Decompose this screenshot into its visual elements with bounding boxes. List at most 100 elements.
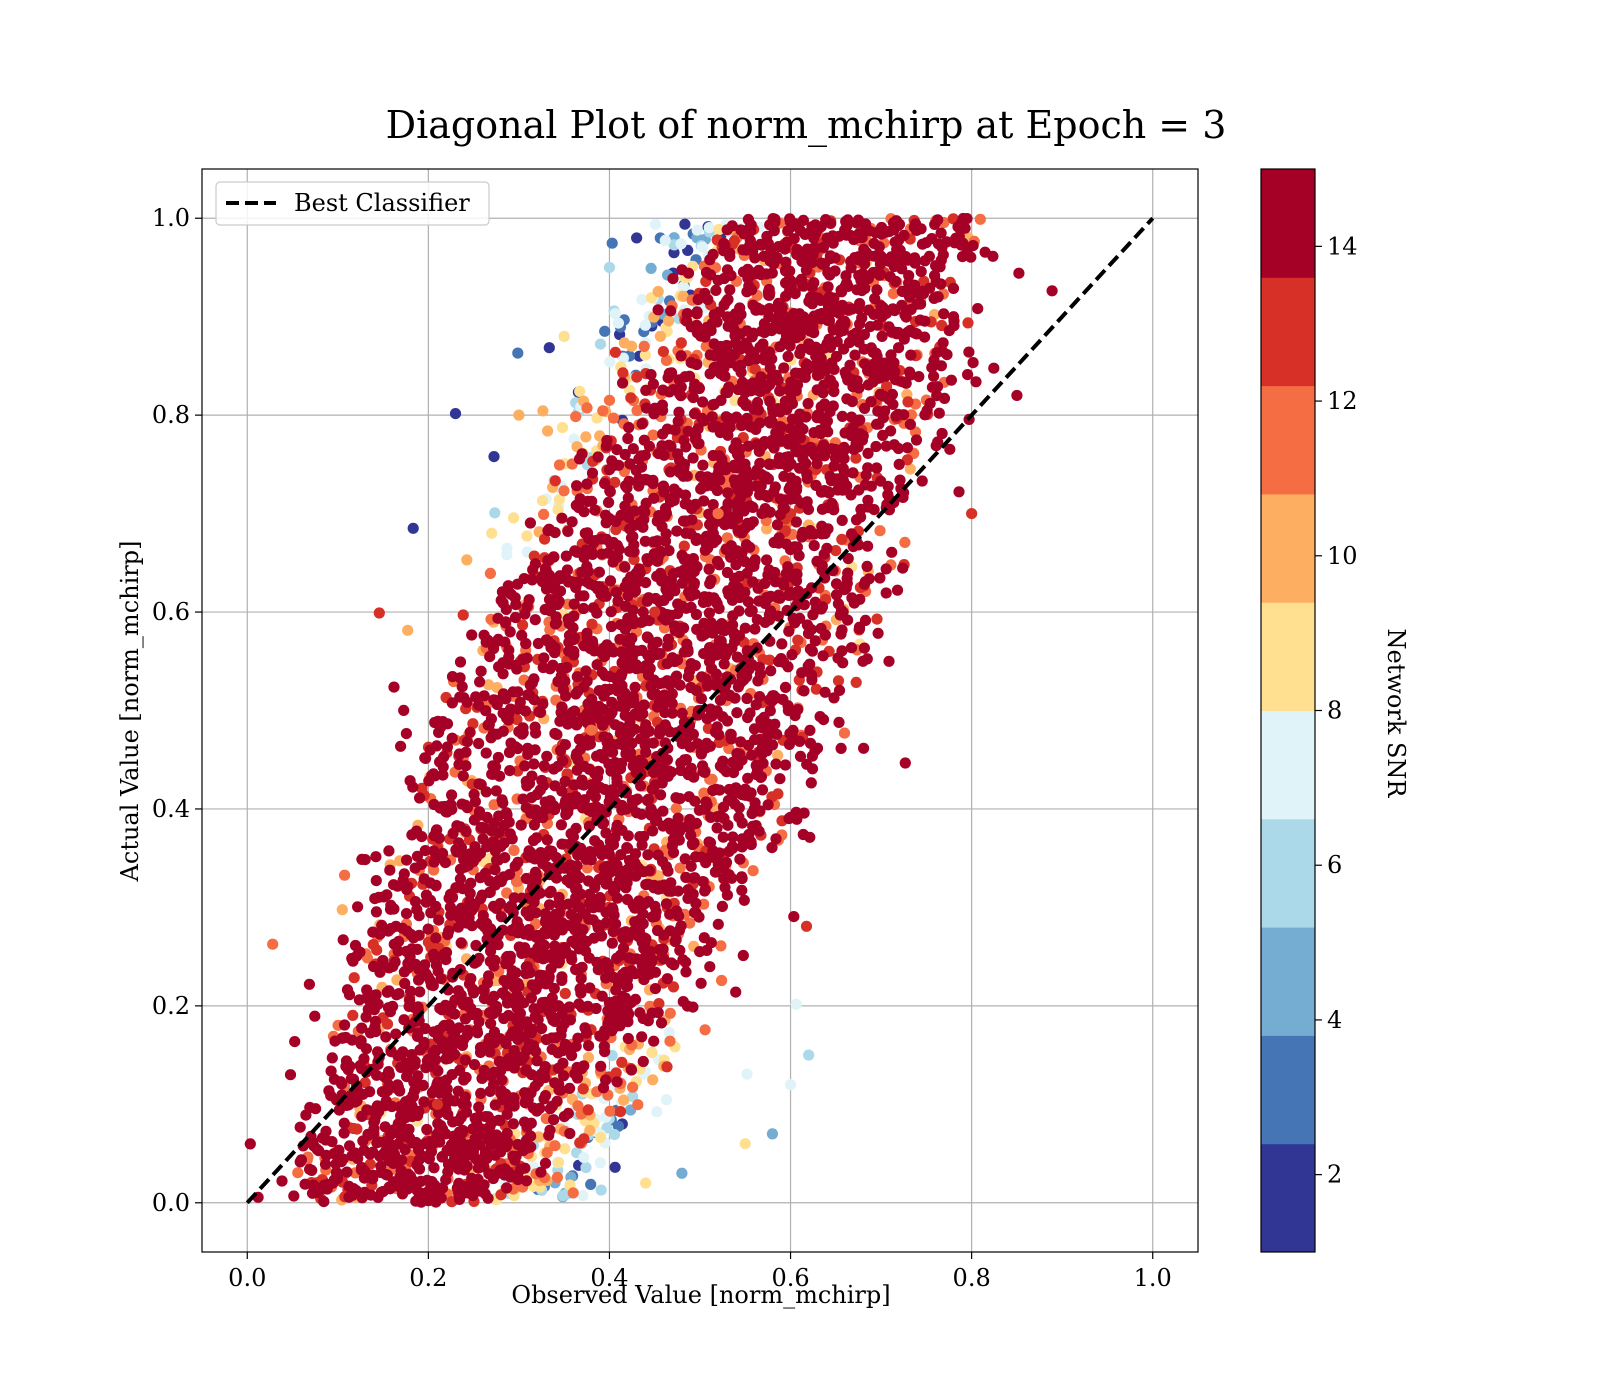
scatter-point-2861: [473, 778, 485, 790]
scatter-point-1924: [536, 1022, 548, 1035]
scatter-point-4757: [668, 494, 680, 506]
scatter-point-2591: [369, 893, 381, 905]
scatter-point-4815: [773, 458, 785, 470]
scatter-point-3165: [714, 694, 727, 706]
scatter-point-1855: [409, 862, 421, 874]
scatter-point-307: [618, 1094, 630, 1106]
scatter-point-2622: [943, 325, 955, 337]
scatter-point-3918: [507, 1118, 519, 1130]
scatter-point-4867: [643, 865, 655, 877]
scatter-point-3554: [356, 1022, 368, 1034]
scatter-point-3349: [763, 303, 776, 315]
scatter-point-3119: [303, 978, 315, 990]
scatter-point-4137: [436, 1151, 448, 1163]
scatter-point-4901: [443, 892, 455, 904]
scatter-point-3960: [841, 393, 853, 405]
scatter-point-396: [482, 679, 495, 691]
scatter-point-4201: [454, 873, 466, 885]
scatter-point-3089: [457, 770, 469, 782]
scatter-point-4955: [359, 854, 371, 866]
scatter-point-3445: [637, 1012, 649, 1025]
scatter-point-2480: [731, 707, 743, 719]
scatter-point-1914: [319, 1158, 332, 1170]
scatter-point-4318: [309, 1010, 321, 1022]
scatter-point-318: [677, 290, 689, 302]
scatter-point-3016: [637, 1055, 649, 1068]
scatter-point-4005: [619, 709, 631, 722]
scatter-point-2349: [528, 758, 540, 770]
scatter-point-4699: [1013, 267, 1025, 279]
scatter-point-4973: [909, 257, 921, 269]
scatter-point-2202: [421, 1123, 433, 1136]
scatter-point-4028: [356, 1110, 368, 1122]
scatter-point-3228: [581, 478, 593, 490]
scatter-point-3114: [544, 663, 556, 675]
scatter-point-14: [449, 408, 462, 420]
scatter-point-3513: [413, 1163, 426, 1175]
scatter-point-4513: [744, 234, 756, 247]
scatter-point-4977: [598, 590, 610, 602]
scatter-point-4655: [580, 853, 592, 865]
scatter-point-1101: [457, 609, 469, 621]
scatter-point-4295: [439, 857, 451, 869]
scatter-point-4440: [871, 462, 883, 474]
scatter-point-3042: [704, 518, 716, 531]
scatter-point-4215: [387, 1000, 399, 1013]
scatter-point-3931: [501, 1182, 513, 1194]
scatter-point-4532: [844, 359, 856, 371]
scatter-point-948: [607, 412, 620, 424]
scatter-point-1303: [347, 1009, 359, 1022]
scatter-point-3932: [691, 308, 703, 320]
scatter-point-3340: [501, 950, 514, 963]
scatter-point-4167: [371, 1100, 383, 1112]
scatter-point-4652: [406, 1049, 418, 1061]
scatter-point-3059: [662, 590, 674, 602]
scatter-point-578: [887, 288, 900, 300]
scatter-point-64: [580, 1161, 592, 1174]
scatter-point-4331: [840, 270, 852, 282]
scatter-point-1100: [609, 346, 622, 358]
scatter-point-772: [267, 938, 279, 950]
scatter-point-1358: [830, 545, 842, 557]
scatter-point-3033: [604, 575, 617, 587]
scatter-point-4860: [880, 440, 892, 452]
scatter-point-135: [659, 234, 671, 246]
scatter-point-1164: [577, 1083, 589, 1095]
scatter-point-66: [595, 1184, 607, 1196]
scatter-point-1344: [348, 972, 360, 984]
scatter-point-4346: [686, 514, 698, 526]
scatter-point-820: [647, 429, 659, 441]
scatter-point-4274: [447, 1033, 459, 1045]
scatter-point-4953: [838, 315, 851, 327]
scatter-point-2341: [734, 853, 746, 865]
scatter-point-4718: [638, 513, 650, 526]
scatter-point-4524: [493, 810, 505, 822]
scatter-point-4449: [670, 933, 682, 945]
scatter-point-3724: [419, 959, 431, 971]
scatter-point-3271: [877, 429, 889, 441]
scatter-point-605: [538, 508, 550, 520]
scatter-point-4051: [793, 308, 806, 320]
scatter-point-4841: [546, 992, 558, 1004]
scatter-point-4832: [460, 917, 473, 929]
scatter-point-155: [677, 281, 690, 293]
scatter-point-3244: [456, 681, 468, 693]
scatter-point-3772: [903, 270, 915, 282]
scatter-point-4634: [732, 484, 745, 496]
scatter-point-4160: [659, 707, 671, 719]
scatter-point-3129: [511, 663, 523, 675]
scatter-point-4838: [765, 324, 777, 336]
scatter-point-3644: [932, 214, 944, 226]
scatter-point-4456: [790, 493, 802, 505]
scatter-point-3514: [601, 434, 613, 447]
scatter-point-1046: [631, 371, 643, 383]
scatter-point-3631: [544, 887, 556, 899]
scatter-point-4786: [584, 897, 596, 909]
scatter-point-4697: [759, 489, 772, 502]
scatter-point-4929: [476, 889, 488, 901]
scatter-point-1556: [541, 750, 553, 762]
scatter-point-4341: [642, 793, 655, 805]
scatter-point-4099: [952, 221, 964, 233]
scatter-point-4767: [643, 592, 655, 604]
